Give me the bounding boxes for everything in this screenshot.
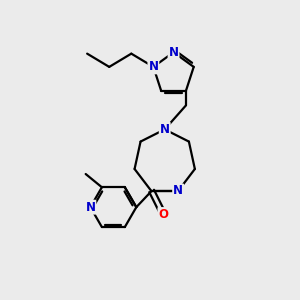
Text: N: N: [169, 46, 178, 59]
Text: N: N: [148, 60, 158, 74]
Text: N: N: [160, 123, 170, 136]
Text: N: N: [173, 184, 183, 197]
Text: O: O: [158, 208, 168, 221]
Text: N: N: [85, 201, 95, 214]
